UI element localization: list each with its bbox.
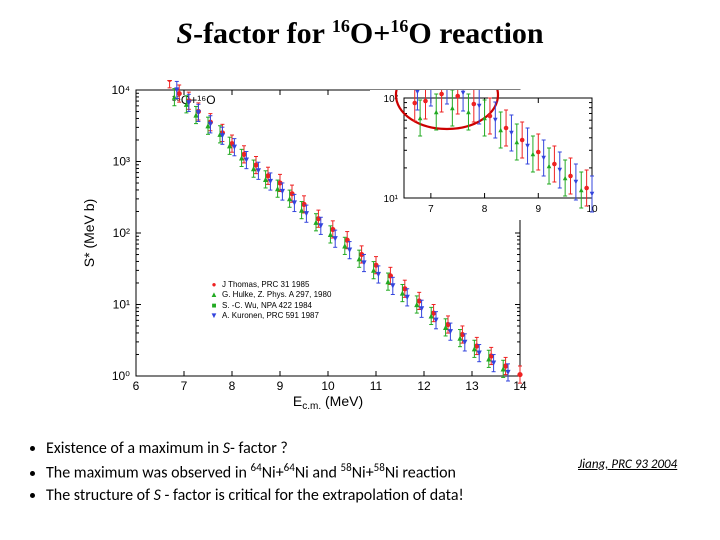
chart-legend: ●J Thomas, PRC 31 1985▲G. Hulke, Z. Phys…	[210, 280, 331, 322]
b3-pre: The structure of	[46, 486, 154, 505]
svg-text:10⁰: 10⁰	[112, 369, 130, 383]
svg-text:S* (MeV b): S* (MeV b)	[81, 199, 97, 267]
title-sup1: 16	[332, 16, 350, 36]
title-mid1: -factor for	[193, 17, 332, 50]
b1-pre: Existence of a maximum in	[46, 439, 223, 458]
legend-item: ▼A. Kuronen, PRC 591 1987	[210, 311, 331, 321]
svg-text:8: 8	[482, 204, 488, 215]
title-o2: O reaction	[408, 17, 543, 50]
b2-s4: 58	[374, 461, 385, 474]
svg-text:10¹: 10¹	[113, 298, 130, 312]
svg-text:9: 9	[536, 204, 542, 215]
legend-item: ▲G. Hulke, Z. Phys. A 297, 1980	[210, 290, 331, 300]
svg-text:10⁴: 10⁴	[111, 83, 130, 97]
b2-s3: 58	[341, 461, 352, 474]
b2-ni1: Ni+	[262, 464, 284, 483]
svg-text:7: 7	[428, 204, 434, 215]
b3-sf: S	[154, 486, 161, 505]
b2-s1: 64	[251, 461, 262, 474]
svg-text:6: 6	[133, 379, 140, 393]
svg-text:10²: 10²	[113, 226, 130, 240]
legend-item: ■S. -C. Wu, NPA 422 1984	[210, 301, 331, 311]
b2-ni2: Ni and	[295, 464, 341, 483]
citation: Jiang, PRC 93 2004	[578, 457, 677, 472]
bullet-2: The maximum was observed in 64Ni+64Ni an…	[46, 460, 464, 485]
svg-text:Ec.m. (MeV): Ec.m. (MeV)	[293, 393, 363, 410]
svg-text:7: 7	[181, 379, 188, 393]
svg-text:10¹: 10¹	[384, 194, 399, 205]
bullet-1: Existence of a maximum in S- factor ?	[46, 438, 464, 460]
inset-chart-svg: 7891010¹10²	[370, 90, 600, 220]
b2-s2: 64	[284, 461, 295, 474]
svg-text:12: 12	[417, 379, 431, 393]
bullet-list: Existence of a maximum in S- factor ? Th…	[28, 438, 464, 508]
page-title: S-factor for 16O+16O reaction	[0, 16, 720, 51]
title-o1: O+	[350, 17, 390, 50]
svg-text:8: 8	[229, 379, 236, 393]
svg-text:9: 9	[277, 379, 284, 393]
svg-text:10³: 10³	[113, 155, 130, 169]
bullet-3: The structure of S - factor is critical …	[46, 485, 464, 507]
svg-text:13: 13	[465, 379, 479, 393]
b2-ni4: Ni reaction	[385, 464, 456, 483]
inset-chart: 7891010¹10²	[370, 90, 600, 220]
b1-post: - factor ?	[230, 439, 288, 458]
b2-ni3: Ni+	[352, 464, 374, 483]
svg-text:11: 11	[370, 379, 383, 393]
title-s: S	[176, 17, 193, 50]
svg-text:10: 10	[321, 379, 335, 393]
b3-post: - factor is critical for the extrapolati…	[161, 486, 464, 505]
b1-sf: S	[223, 439, 230, 458]
title-sup2: 16	[390, 16, 408, 36]
legend-item: ●J Thomas, PRC 31 1985	[210, 280, 331, 290]
b2-pre: The maximum was observed in	[46, 464, 251, 483]
